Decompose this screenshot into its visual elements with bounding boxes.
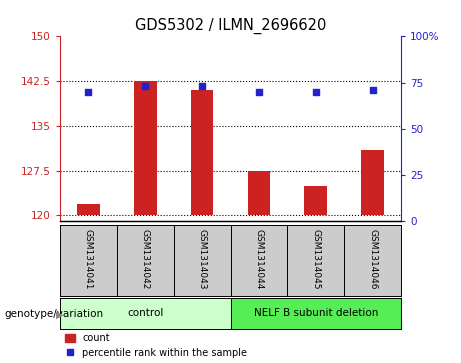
Text: GSM1314041: GSM1314041 — [84, 229, 93, 289]
Text: GSM1314043: GSM1314043 — [198, 229, 207, 289]
Point — [85, 89, 92, 95]
Text: ▶: ▶ — [56, 310, 64, 320]
Bar — [304, 185, 327, 216]
Point — [312, 89, 319, 95]
Bar — [191, 90, 213, 216]
Bar — [134, 81, 157, 216]
Bar — [77, 204, 100, 216]
Text: control: control — [127, 308, 163, 318]
Legend: count, percentile rank within the sample: count, percentile rank within the sample — [65, 333, 247, 358]
Point — [255, 89, 263, 95]
Bar — [248, 171, 270, 216]
Text: GSM1314045: GSM1314045 — [311, 229, 320, 289]
Bar — [361, 150, 384, 216]
Text: GSM1314046: GSM1314046 — [368, 229, 377, 289]
Point — [142, 83, 149, 89]
Text: GSM1314042: GSM1314042 — [141, 229, 150, 289]
Point — [198, 83, 206, 89]
Text: genotype/variation: genotype/variation — [5, 309, 104, 319]
Text: GDS5302 / ILMN_2696620: GDS5302 / ILMN_2696620 — [135, 18, 326, 34]
Point — [369, 87, 376, 93]
Text: GSM1314044: GSM1314044 — [254, 229, 263, 289]
Text: NELF B subunit deletion: NELF B subunit deletion — [254, 308, 378, 318]
